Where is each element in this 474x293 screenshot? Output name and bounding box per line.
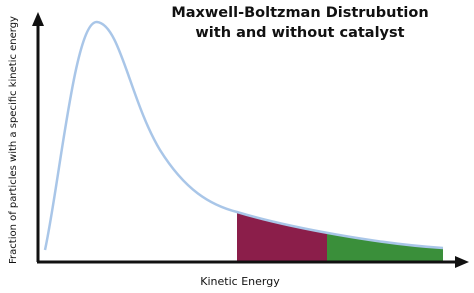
x-axis-label: Kinetic Energy bbox=[200, 275, 280, 288]
title-line: with and without catalyst bbox=[195, 25, 404, 41]
distribution-curve bbox=[43, 20, 444, 251]
y-axis-arrow bbox=[32, 12, 44, 26]
x-axis-arrow bbox=[455, 256, 469, 268]
title-line: Maxwell-Boltzman Distrubution bbox=[171, 5, 428, 21]
y-axis-label: Fraction of particles with a specific ki… bbox=[8, 16, 19, 264]
